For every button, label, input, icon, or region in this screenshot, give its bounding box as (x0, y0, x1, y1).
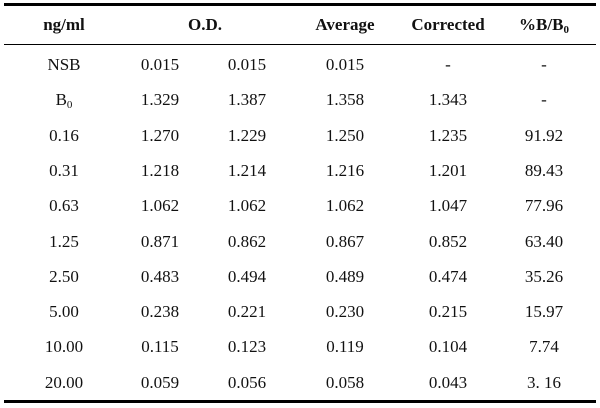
row-percent-b-b0: 63.40 (524, 231, 564, 251)
row-concentration: NSB (4, 47, 124, 83)
data-table: ng/ml O.D. Average Corrected %B/B0 NSB 0.… (4, 3, 596, 404)
row-od-1: 0.115 (141, 337, 179, 357)
row-corrected: 0.474 (428, 266, 468, 286)
row-concentration-main: 1.25 (49, 231, 79, 251)
table-row: 10.00 0.115 0.123 0.119 0.104 7.74 (4, 329, 596, 365)
row-corrected: 1.343 (428, 90, 468, 110)
row-concentration: 0.63 (4, 188, 124, 224)
table-header-rule (4, 44, 596, 45)
table-row: 20.00 0.059 0.056 0.058 0.043 3. 16 (4, 365, 596, 401)
row-average: 0.489 (325, 266, 365, 286)
row-od-2: 0.015 (227, 55, 267, 74)
table-row: 2.50 0.483 0.494 0.489 0.474 35.26 (4, 259, 596, 295)
row-percent-b-b0: 91.92 (524, 125, 564, 145)
row-od-1: 0.059 (140, 372, 180, 392)
header-concentration: ng/ml (43, 15, 85, 34)
row-concentration: 20.00 (4, 365, 124, 401)
row-concentration: B0 (4, 82, 124, 118)
row-od-1: 0.015 (140, 55, 180, 74)
row-od-2: 0.494 (227, 266, 267, 286)
row-od-2: 0.221 (227, 302, 267, 322)
row-percent-b-b0: 15.97 (524, 302, 564, 322)
row-od-1: 0.871 (140, 231, 180, 251)
row-concentration: 1.25 (4, 224, 124, 260)
row-percent-b-b0: 89.43 (524, 160, 564, 180)
row-percent-b-b0: 77.96 (524, 196, 564, 216)
row-od-1: 1.329 (140, 90, 180, 110)
row-od-2: 0.123 (227, 337, 267, 357)
row-od-2: 0.862 (227, 231, 267, 251)
row-corrected: - (445, 55, 451, 74)
row-concentration-main: 0.16 (49, 125, 79, 145)
row-average: 0.230 (325, 302, 365, 322)
row-concentration-main: 2.50 (49, 266, 79, 286)
row-concentration-main: 10.00 (44, 337, 84, 357)
table-row: B0 1.329 1.387 1.358 1.343 - (4, 82, 596, 118)
header-percent-main: %B/B (519, 15, 564, 34)
row-percent-b-b0: 35.26 (524, 266, 564, 286)
row-average: 0.867 (325, 231, 365, 251)
row-concentration: 0.16 (4, 118, 124, 154)
row-od-2: 0.056 (227, 372, 267, 392)
row-average: 1.250 (325, 125, 365, 145)
row-od-2: 1.062 (227, 196, 267, 216)
row-od-1: 1.062 (140, 196, 180, 216)
table-row: 0.16 1.270 1.229 1.250 1.235 91.92 (4, 118, 596, 154)
row-od-2: 1.387 (227, 90, 267, 110)
row-concentration-main: B (55, 90, 67, 110)
row-average: 0.119 (326, 337, 364, 357)
row-corrected: 0.104 (428, 337, 468, 357)
header-average: Average (315, 15, 375, 34)
table-row: 0.63 1.062 1.062 1.062 1.047 77.96 (4, 188, 596, 224)
row-concentration: 0.31 (4, 153, 124, 189)
row-concentration-main: 5.00 (49, 302, 79, 322)
table-row: 5.00 0.238 0.221 0.230 0.215 15.97 (4, 294, 596, 330)
table-row: 0.31 1.218 1.214 1.216 1.201 89.43 (4, 153, 596, 189)
row-concentration-main: 0.31 (49, 160, 79, 180)
table-row: NSB 0.015 0.015 0.015 - - (4, 47, 596, 83)
row-average: 1.358 (325, 90, 365, 110)
row-percent-b-b0: - (541, 90, 547, 110)
row-average: 0.058 (325, 372, 365, 392)
header-corrected: Corrected (411, 15, 485, 34)
row-od-1: 0.238 (140, 302, 180, 322)
row-corrected: 1.047 (428, 196, 468, 216)
row-percent-b-b0: 3. 16 (527, 372, 561, 392)
row-od-2: 1.214 (227, 160, 267, 180)
row-od-1: 0.483 (140, 266, 180, 286)
row-average: 0.015 (325, 55, 365, 74)
row-percent-b-b0: - (541, 55, 547, 74)
row-concentration-sub: 0 (66, 99, 73, 112)
table-top-rule (4, 3, 596, 6)
row-concentration-main: NSB (47, 55, 81, 74)
row-percent-b-b0: 7.74 (529, 337, 559, 357)
row-corrected: 0.215 (428, 302, 468, 322)
row-concentration: 2.50 (4, 259, 124, 295)
row-concentration: 10.00 (4, 329, 124, 365)
row-corrected: 1.235 (428, 125, 468, 145)
row-od-2: 1.229 (227, 125, 267, 145)
header-percent-b-b0: %B/B0 (494, 7, 594, 43)
row-corrected: 0.852 (428, 231, 468, 251)
row-concentration-main: 20.00 (44, 372, 84, 392)
table-bottom-rule (4, 400, 596, 403)
row-od-1: 1.218 (140, 160, 180, 180)
row-average: 1.216 (325, 160, 365, 180)
row-od-1: 1.270 (140, 125, 180, 145)
row-corrected: 0.043 (428, 372, 468, 392)
table-row: 1.25 0.871 0.862 0.867 0.852 63.40 (4, 224, 596, 260)
row-concentration-main: 0.63 (49, 196, 79, 216)
row-average: 1.062 (325, 196, 365, 216)
header-od: O.D. (188, 15, 222, 34)
header-percent-sub: 0 (563, 24, 569, 36)
row-corrected: 1.201 (428, 160, 468, 180)
row-concentration: 5.00 (4, 294, 124, 330)
table-header-row: ng/ml O.D. Average Corrected %B/B0 (4, 7, 596, 43)
